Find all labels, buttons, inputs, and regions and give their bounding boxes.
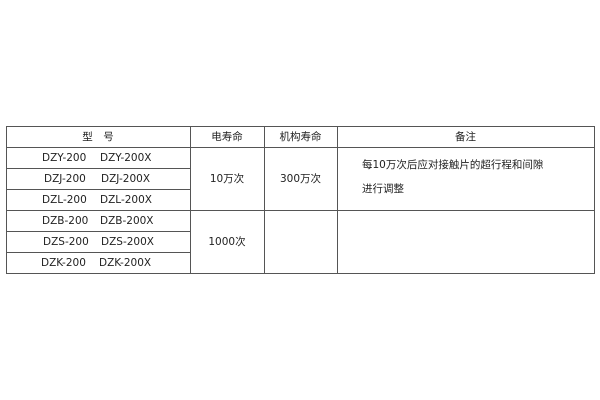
table-border-top — [6, 126, 594, 127]
table-row: DZS-200 DZS-200X — [6, 231, 190, 252]
row-divider — [6, 147, 594, 148]
electrical-life-cell: 10万次 — [209, 173, 245, 185]
row-divider — [6, 168, 190, 169]
model-cell: DZK-200X — [99, 256, 152, 269]
mechanical-life-cell — [264, 210, 337, 273]
model-cell: DZL-200 — [42, 193, 87, 206]
model-cell: DZK-200 — [41, 256, 86, 269]
table-row: DZK-200 DZK-200X — [6, 252, 190, 273]
table-row: DZJ-200 DZJ-200X — [6, 168, 190, 189]
col-divider — [190, 126, 191, 274]
model-cell: DZS-200 — [43, 235, 89, 248]
table-border-left — [6, 126, 7, 274]
header-electrical-life: 电寿命 — [211, 131, 243, 143]
row-divider — [6, 210, 594, 211]
remarks-line: 每10万次后应对接触片的超行程和间隙 — [362, 159, 544, 171]
table-border-right — [594, 126, 595, 274]
model-cell: DZJ-200 — [44, 172, 86, 185]
remarks-line: 进行调整 — [362, 183, 404, 195]
model-cell: DZY-200 — [42, 151, 87, 164]
model-cell: DZJ-200X — [101, 172, 151, 185]
row-divider — [6, 189, 190, 190]
header-remarks: 备注 — [455, 131, 476, 143]
electrical-life-cell: 1000次 — [208, 236, 246, 248]
header-mechanical-life: 机构寿命 — [279, 131, 322, 143]
header-model: 型 号 — [82, 131, 114, 143]
table-border-bottom — [6, 273, 594, 274]
table-row: DZB-200 DZB-200X — [6, 210, 190, 231]
model-cell: DZS-200X — [101, 235, 154, 248]
col-divider — [337, 126, 338, 274]
row-divider — [6, 252, 190, 253]
model-cell: DZB-200 — [42, 214, 89, 227]
model-cell: DZB-200X — [100, 214, 154, 227]
model-cell: DZY-200X — [100, 151, 152, 164]
table-row: DZY-200 DZY-200X — [6, 147, 190, 168]
col-divider — [264, 126, 265, 274]
table-row: DZL-200 DZL-200X — [6, 189, 190, 210]
model-cell: DZL-200X — [100, 193, 152, 206]
row-divider — [6, 231, 190, 232]
mechanical-life-cell: 300万次 — [279, 173, 322, 185]
